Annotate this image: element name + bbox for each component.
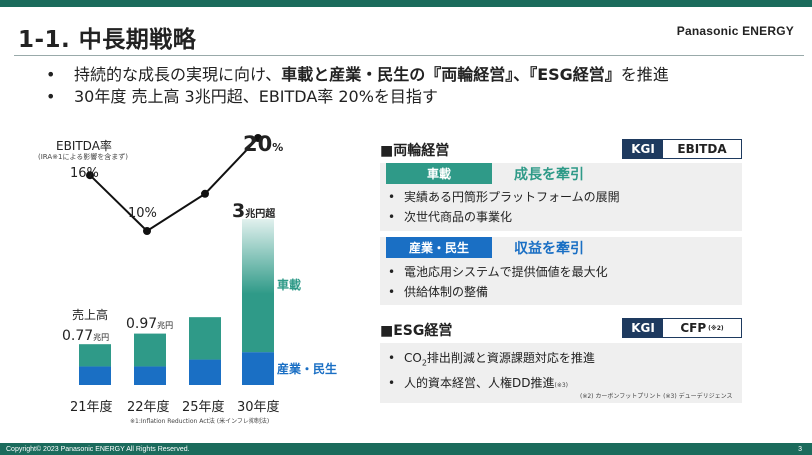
summary-bullets: 持続的な成長の実現に向け、車載と産業・民生の『両輪経営』、『ESG経営』を推進 … (46, 64, 669, 108)
company-logo: Panasonic ENERGY (676, 24, 794, 38)
bar-auto-0 (79, 344, 111, 367)
auto-tag: 車載 (386, 163, 492, 184)
auto-headline: 成長を牽引 (514, 167, 584, 183)
legend-industrial: 産業・民生 (277, 362, 338, 376)
ebitda-note: (IRA※1による影響を含まず) (38, 153, 129, 161)
ebitda-point-3 (254, 134, 262, 142)
sales-label-3: 3兆円超 (232, 200, 276, 222)
summary-bullet-1: 持続的な成長の実現に向け、車載と産業・民生の『両輪経営』、『ESG経営』を推進 (46, 64, 669, 86)
ebitda-label-3: 20% (243, 132, 284, 156)
esg-item-0: CO2排出削減と資源課題対応を推進 (386, 348, 595, 373)
industrial-headline: 収益を牽引 (514, 241, 584, 257)
sales-label-1: 0.97兆円 (126, 316, 174, 332)
industrial-item-1: 供給体制の整備 (386, 282, 608, 302)
chart-footnote: ※1:Inflation Reduction Act法 (米インフレ抑制法) (130, 418, 270, 425)
ebitda-point-0 (86, 171, 94, 180)
ebitda-title: EBITDA率 (56, 139, 112, 153)
sales-label-0: 0.77兆円 (62, 328, 110, 344)
bar-industrial-2 (189, 359, 221, 385)
industrial-tag: 産業・民生 (386, 237, 492, 258)
bar-industrial-1 (134, 366, 166, 385)
chart-svg (79, 134, 274, 385)
title-divider (14, 55, 804, 56)
sales-title: 売上高 (72, 308, 109, 322)
x-label-3: 30年度 (237, 400, 280, 415)
ebitda-line (89, 137, 259, 233)
page-number: 3 (798, 445, 802, 453)
copyright: Copyright© 2023 Panasonic ENERGY All Rig… (6, 445, 190, 453)
bar-fade-overlay (242, 219, 274, 385)
esg-item-1: 人的資本経営、人権DD推進(※3) (386, 373, 595, 396)
industrial-list: 電池応用システムで提供価値を最大化 供給体制の整備 (386, 262, 608, 302)
esg-heading: ■ESG経営 (380, 323, 453, 339)
esg-list: CO2排出削減と資源課題対応を推進 人的資本経営、人権DD推進(※3) (386, 348, 595, 396)
ebitda-point-2 (201, 189, 209, 198)
x-label-1: 22年度 (127, 400, 170, 415)
bar-auto-1 (134, 333, 166, 367)
page-title: 1-1. 中長期戦略 (18, 27, 197, 53)
top-accent-bar (0, 0, 812, 7)
esg-kgi: KGI CFP (※2) (622, 318, 742, 338)
legend-auto: 車載 (277, 278, 302, 292)
bar-auto-2 (189, 317, 221, 360)
auto-list: 実績ある円筒形プラットフォームの展開 次世代商品の事業化 (386, 187, 620, 227)
ryourin-heading: ■両輪経営 (380, 143, 450, 159)
industrial-item-0: 電池応用システムで提供価値を最大化 (386, 262, 608, 282)
ryourin-kgi: KGI EBITDA (622, 139, 742, 159)
esg-footnote: (※2) カーボンフットプリント (※3) デューデリジェンス (580, 393, 733, 400)
x-label-0: 21年度 (70, 400, 113, 415)
summary-bullet-2: 30年度 売上高 3兆円超、EBITDA率 20%を目指す (46, 86, 669, 108)
ebitda-point-1 (143, 227, 151, 235)
ebitda-label-0: 16% (70, 166, 99, 181)
sales-ebitda-chart: EBITDA率 (IRA※1による影響を含まず) 16% 10% 20% 売上高… (0, 120, 360, 440)
ebitda-label-1: 10% (128, 206, 157, 221)
auto-item-0: 実績ある円筒形プラットフォームの展開 (386, 187, 620, 207)
bar-industrial-0 (79, 366, 111, 385)
x-label-2: 25年度 (182, 400, 225, 415)
footer-bar: Copyright© 2023 Panasonic ENERGY All Rig… (0, 443, 812, 455)
auto-item-1: 次世代商品の事業化 (386, 207, 620, 227)
